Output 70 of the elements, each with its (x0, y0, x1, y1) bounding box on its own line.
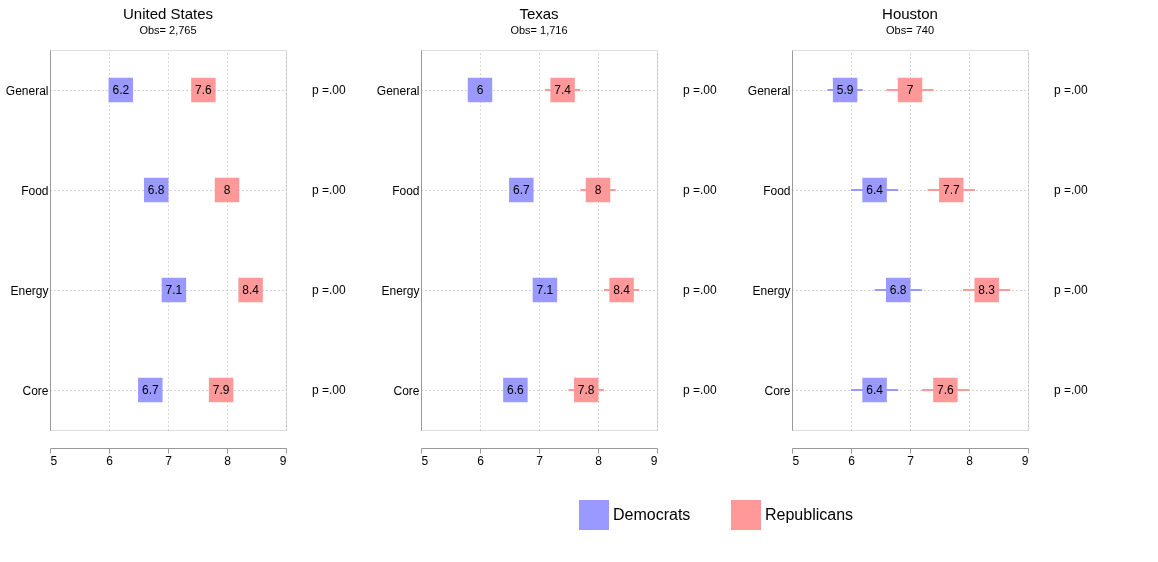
x-tick-label: 8 (966, 453, 974, 468)
data-label: 6.7 (512, 183, 530, 197)
y-tick-label: Food (21, 183, 49, 198)
data-label: 8.4 (613, 283, 631, 297)
x-tick-label: 5 (792, 453, 800, 468)
x-tick-label: 9 (279, 453, 287, 468)
data-label: 7.4 (554, 83, 572, 97)
legend-label: Democrats (613, 506, 691, 523)
y-tick-label: General (5, 83, 49, 98)
data-label: 7.1 (165, 283, 183, 297)
y-tick-label: Core (393, 383, 420, 398)
y-tick-label: Core (764, 383, 791, 398)
x-tick-label: 8 (224, 453, 232, 468)
chart-title: Houston (882, 5, 938, 22)
legend-label: Republicans (765, 506, 854, 523)
y-tick-label: Energy (752, 283, 791, 298)
text: p =.00 (683, 183, 718, 197)
y-tick-label: Core (22, 383, 49, 398)
data-label: 7 (906, 83, 914, 97)
x-tick-label: 7 (907, 453, 915, 468)
y-tick-label: Energy (381, 283, 420, 298)
data-label: 8.4 (242, 283, 260, 297)
x-tick-label: 9 (650, 453, 658, 468)
text: p =.00 (312, 383, 347, 397)
y-tick-label: General (747, 83, 791, 98)
data-label: 8 (594, 183, 602, 197)
chart-title: United States (122, 5, 214, 22)
data-label: 7.7 (942, 183, 960, 197)
x-tick-label: 7 (165, 453, 173, 468)
y-tick-label: Food (763, 183, 791, 198)
data-label: 6.2 (112, 83, 130, 97)
text: p =.00 (683, 283, 718, 297)
text: p =.00 (683, 383, 718, 397)
data-label: 7.1 (536, 283, 554, 297)
x-tick-label: 7 (536, 453, 544, 468)
data-label: 7.6 (195, 83, 213, 97)
data-label: 6.8 (147, 183, 165, 197)
text: p =.00 (1054, 283, 1089, 297)
y-tick-label: General (376, 83, 420, 98)
text: p =.00 (312, 183, 347, 197)
data-label: 7.8 (577, 383, 595, 397)
data-label: 7.6 (937, 383, 955, 397)
data-label: 6.4 (866, 383, 884, 397)
text: p =.00 (1054, 83, 1089, 97)
chart-title: Texas (519, 5, 559, 22)
data-label: 6.8 (889, 283, 907, 297)
data-label: 8.3 (978, 283, 996, 297)
data-label: 7.9 (212, 383, 230, 397)
data-label: 6.4 (866, 183, 884, 197)
text: p =.00 (312, 283, 347, 297)
text: p =.00 (683, 83, 718, 97)
chart-subtitle: Obs= 1,716 (510, 24, 568, 36)
x-tick-label: 9 (1021, 453, 1029, 468)
data-label: 5.9 (836, 83, 854, 97)
text: p =.00 (1054, 383, 1089, 397)
text: p =.00 (312, 83, 347, 97)
data-label: 6 (476, 83, 484, 97)
chart-subtitle: Obs= 2,765 (139, 24, 197, 36)
x-tick-label: 6 (106, 453, 114, 468)
data-label: 8 (223, 183, 231, 197)
x-tick-label: 8 (595, 453, 603, 468)
x-tick-label: 6 (477, 453, 485, 468)
text: p =.00 (1054, 183, 1089, 197)
y-tick-label: Energy (10, 283, 49, 298)
chart-subtitle: Obs= 740 (885, 24, 935, 36)
data-label: 6.7 (141, 383, 159, 397)
x-tick-label: 6 (848, 453, 856, 468)
x-tick-label: 5 (50, 453, 58, 468)
y-tick-label: Food (392, 183, 420, 198)
x-tick-label: 5 (421, 453, 429, 468)
